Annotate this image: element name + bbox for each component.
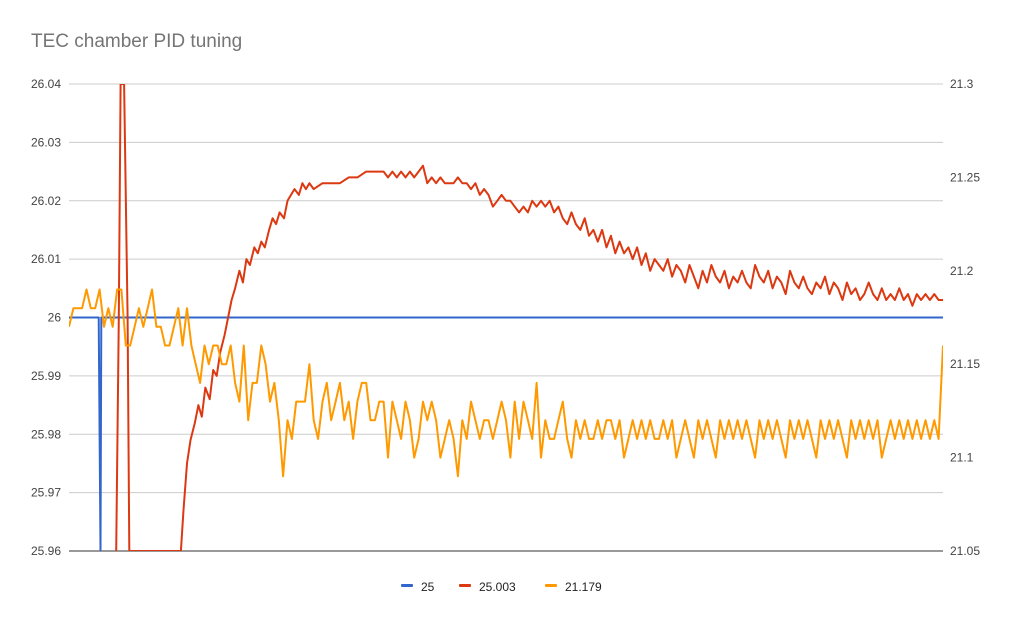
chart-title: TEC chamber PID tuning <box>31 31 243 52</box>
y-right-tick-label: 21.1 <box>950 451 974 465</box>
y-right-tick-label: 21.15 <box>950 357 980 371</box>
y-right-tick-label: 21.3 <box>950 77 974 91</box>
y-left-tick-label: 26.03 <box>31 135 61 149</box>
legend-label-3: 21.179 <box>565 580 602 594</box>
legend-label-2: 25.003 <box>479 580 516 594</box>
series-line-3 <box>69 288 943 478</box>
y-right-tick-label: 21.2 <box>950 264 974 278</box>
y-left-tick-label: 26.01 <box>31 252 61 266</box>
y-left-tick-label: 25.99 <box>31 369 61 383</box>
legend-swatch-1 <box>401 584 413 587</box>
y-right-tick-label: 21.05 <box>950 544 980 558</box>
y-right-tick-label: 21.25 <box>950 170 980 184</box>
y-left-tick-label: 25.98 <box>31 427 61 441</box>
y-left-tick-label: 25.97 <box>31 486 61 500</box>
legend-swatch-3 <box>545 584 557 587</box>
y-left-tick-label: 25.96 <box>31 544 61 558</box>
series-line-2 <box>115 84 943 551</box>
y-left-tick-label: 26.02 <box>31 194 61 208</box>
y-left-tick-label: 26.04 <box>31 77 61 91</box>
legend-swatch-2 <box>459 584 471 587</box>
legend-label-1: 25 <box>421 580 435 594</box>
series-line-1 <box>69 316 943 551</box>
y-left-tick-label: 26 <box>48 311 62 325</box>
